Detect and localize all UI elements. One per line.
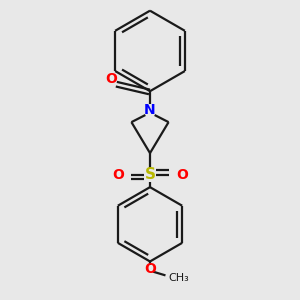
- Text: O: O: [144, 262, 156, 276]
- Text: CH₃: CH₃: [169, 274, 189, 284]
- Text: N: N: [144, 103, 156, 117]
- Text: O: O: [112, 168, 124, 182]
- Text: O: O: [176, 168, 188, 182]
- Text: O: O: [105, 72, 117, 86]
- Text: S: S: [145, 167, 155, 182]
